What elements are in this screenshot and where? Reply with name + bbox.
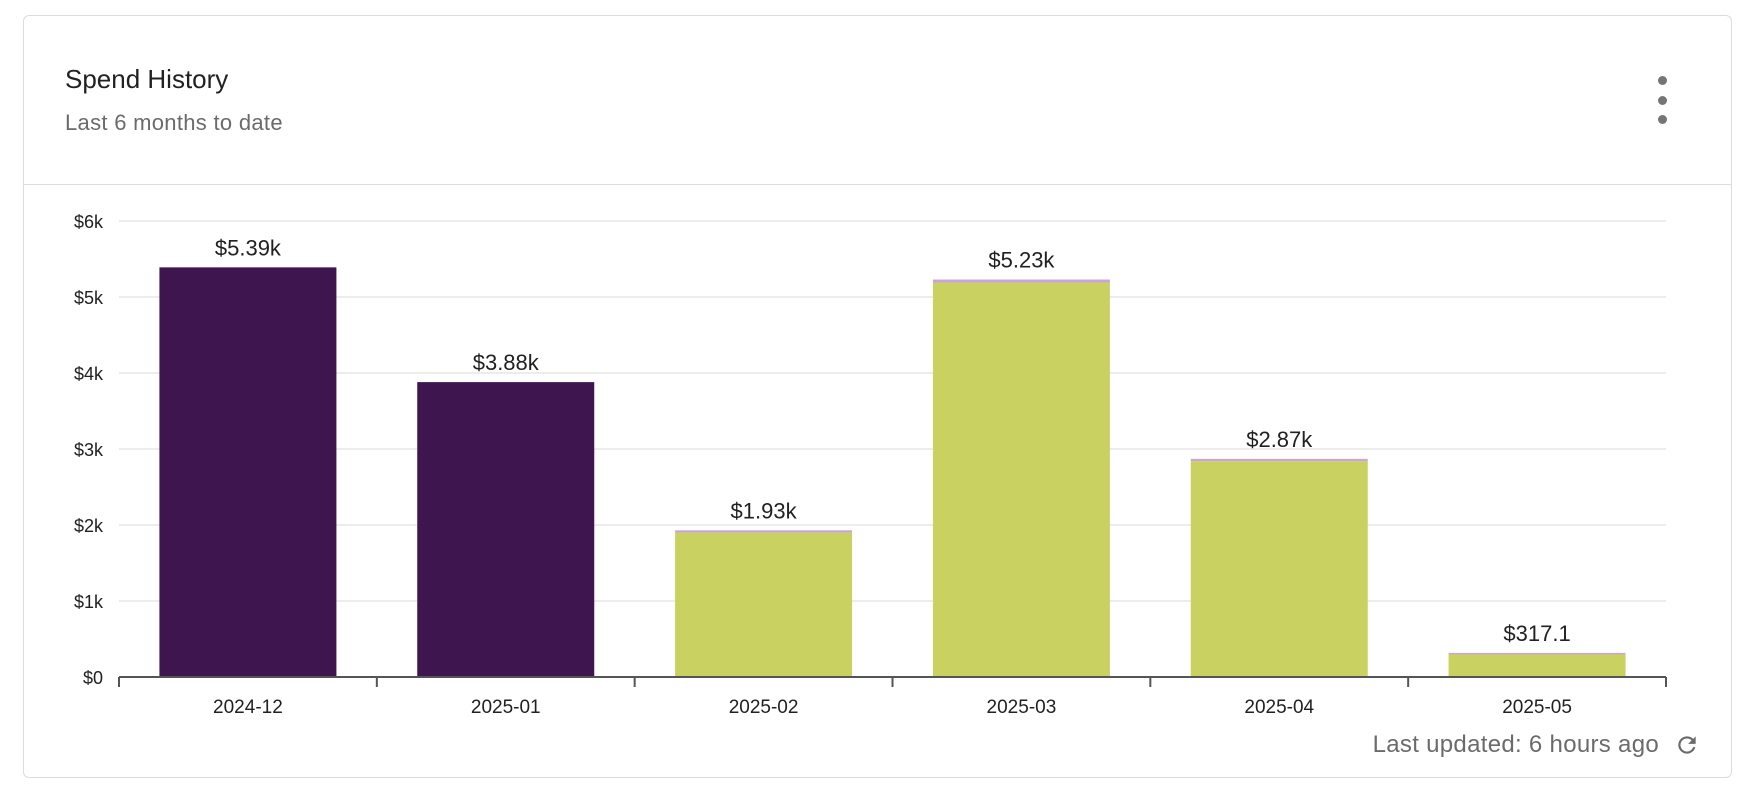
y-tick-label: $0 [83,668,103,688]
y-tick-label: $1k [74,592,104,612]
spend-bar-chart: $0 $1k $2k $3k $4k $5k $6k $5.39k 2024-12 $3.88k 2… [74,212,1667,716]
bar-segment [417,382,595,677]
y-tick-label: $5k [74,288,104,308]
last-updated-text: Last updated: 6 hours ago [1372,731,1659,758]
menu-dot [1657,115,1667,124]
bar-segment [1448,654,1626,677]
y-tick-label: $4k [74,364,104,384]
menu-dot [1657,76,1667,85]
y-tick-label: $2k [74,516,104,536]
bar-segment [1190,458,1368,462]
bar-segment [675,532,853,677]
card-subtitle: Last 6 months to date [65,110,283,135]
x-tick-label: 2025-01 [471,697,541,716]
x-tick-label: 2024-12 [213,697,283,716]
x-tick-label: 2025-04 [1244,697,1314,716]
data-label: $1.93k [731,498,798,523]
more-vertical-icon[interactable] [1649,76,1675,124]
data-label: $2.87k [1246,427,1313,452]
x-tick-label: 2025-03 [987,697,1057,716]
bar-segment [675,530,853,533]
card-header: Spend History Last 6 months to date [24,16,1731,185]
data-label: $317.1 [1503,621,1570,646]
y-tick-label: $3k [74,440,104,460]
card-footer: Last updated: 6 hours ago [1373,731,1701,759]
bar-segment [932,279,1110,283]
bar-segment [932,282,1110,677]
bar-segment [1190,461,1368,677]
data-label: $3.88k [473,350,540,375]
menu-dot [1657,95,1667,105]
spend-history-card: Spend History Last 6 months to date $0 $1… [23,15,1732,778]
refresh-icon[interactable] [1673,731,1701,759]
data-label: $5.23k [988,248,1055,273]
x-tick-label: 2025-05 [1502,697,1572,716]
bar-segment [1448,652,1626,655]
y-tick-label: $6k [74,212,104,232]
x-tick-label: 2025-02 [729,697,799,716]
bar-segment [159,267,337,677]
card-title: Spend History [65,64,229,94]
data-label: $5.39k [215,235,282,260]
